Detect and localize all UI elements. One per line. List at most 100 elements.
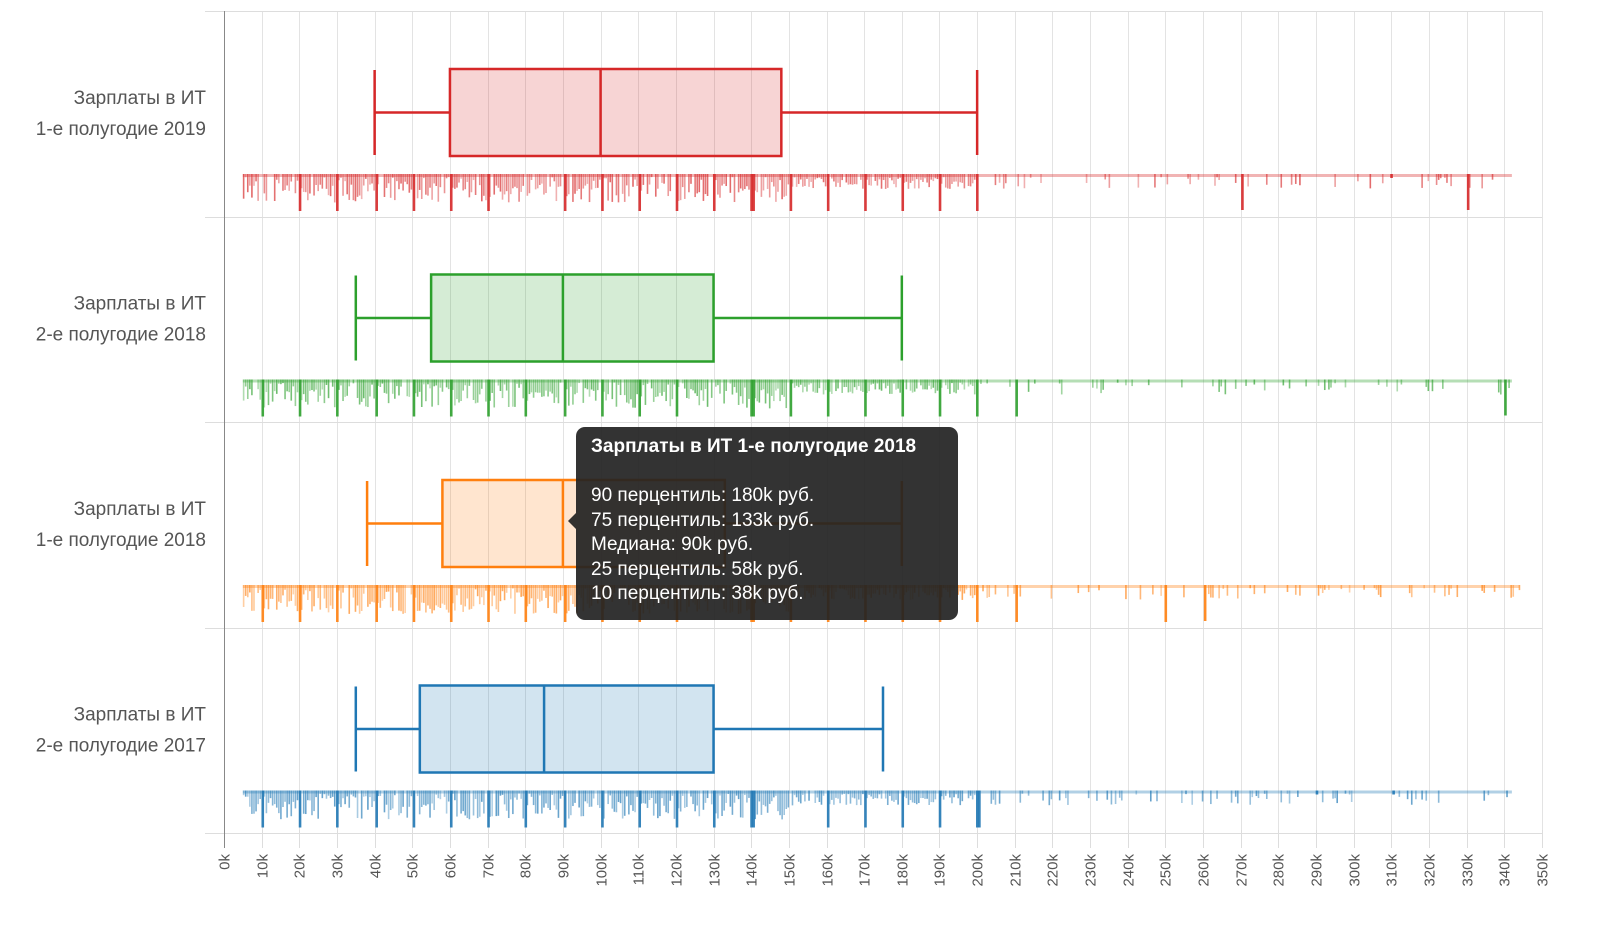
rug-mark: [296, 379, 299, 393]
rug-mark: [524, 379, 528, 417]
rug-mark: [572, 174, 574, 202]
rug-mark: [1027, 379, 1030, 392]
rug-mark: [723, 790, 725, 811]
rug-mark: [286, 379, 288, 392]
rug-mark: [1450, 174, 1452, 187]
rug-mark: [495, 585, 498, 610]
rug-mark: [926, 790, 928, 799]
rug-mark: [555, 174, 558, 202]
rug-mark: [1065, 790, 1067, 799]
rug-mark: [574, 790, 576, 803]
rug-mark: [427, 790, 429, 805]
rug-mark: [588, 174, 591, 203]
rug-mark: [905, 790, 908, 799]
rug-mark: [1002, 174, 1005, 189]
rug-mark: [667, 379, 670, 385]
rug-mark: [1181, 379, 1183, 388]
rug-mark: [1444, 585, 1446, 597]
rug-mark: [847, 174, 850, 185]
rug-mark: [271, 585, 274, 599]
rug-mark: [545, 585, 547, 598]
rug-mark: [317, 174, 319, 192]
rug-mark: [454, 790, 456, 801]
rug-mark: [976, 379, 979, 417]
rug-mark: [1058, 790, 1061, 801]
rug-mark: [1257, 790, 1260, 799]
rug-mark: [1255, 790, 1258, 797]
rug-mark: [282, 790, 284, 808]
rug-mark: [572, 585, 574, 605]
rug-mark: [541, 379, 543, 397]
rug-mark: [1234, 790, 1237, 797]
rug-mark: [454, 585, 456, 611]
rug-strip: [242, 790, 1512, 828]
rug-mark: [429, 585, 431, 609]
rug-mark: [994, 585, 997, 595]
rug-mark: [1305, 379, 1307, 387]
rug-mark: [694, 790, 696, 812]
rug-mark: [1348, 585, 1351, 593]
rug-mark: [1019, 585, 1022, 597]
rug-mark: [1218, 174, 1220, 180]
rug-mark: [760, 379, 763, 391]
rug-mark: [818, 790, 821, 802]
rug-mark: [1328, 379, 1330, 390]
rug-mark: [1013, 585, 1015, 594]
rug-mark: [824, 174, 827, 187]
rug-mark: [652, 790, 655, 816]
rug-mark: [874, 379, 877, 390]
rug-mark: [880, 379, 883, 391]
rug-mark: [897, 790, 899, 805]
rug-mark: [539, 585, 541, 602]
rug-mark: [623, 174, 626, 202]
rug-mark: [1348, 790, 1351, 795]
series-group-0: Зарплаты в ИТ 1-е полугодие 2019: [36, 67, 1512, 211]
rug-mark: [278, 174, 280, 184]
rug-mark: [833, 790, 835, 805]
rug-mark: [375, 790, 378, 828]
rug-mark: [354, 585, 357, 612]
rug-mark: [348, 379, 351, 387]
rug-mark: [327, 379, 330, 399]
rug-mark: [319, 174, 322, 185]
rug-mark: [1286, 585, 1289, 592]
rug-mark: [265, 790, 268, 814]
rug-mark: [601, 174, 604, 211]
rug-mark: [394, 379, 396, 399]
rug-mark: [257, 585, 259, 593]
rug-mark: [845, 790, 848, 805]
rug-mark: [700, 174, 703, 180]
rug-mark: [646, 174, 649, 194]
rug-mark: [940, 379, 943, 388]
rug-mark: [584, 790, 587, 802]
rug-mark: [547, 585, 549, 609]
rug-mark: [433, 790, 435, 811]
rug-mark: [837, 379, 839, 389]
rug-mark: [588, 790, 591, 807]
x-tick-label: 290k: [1309, 854, 1326, 887]
rug-mark: [746, 379, 748, 408]
rug-mark: [406, 790, 409, 818]
rug-mark: [1050, 790, 1053, 800]
rug-mark: [1050, 585, 1053, 599]
rug-mark: [437, 379, 440, 406]
rug-mark: [868, 174, 870, 186]
rug-mark: [725, 790, 728, 803]
rug-mark: [418, 174, 421, 190]
rug-mark: [418, 790, 421, 815]
rug-mark: [290, 585, 293, 601]
rug-mark: [286, 174, 288, 186]
x-tick-label: 220k: [1045, 854, 1062, 887]
rug-mark: [893, 174, 895, 185]
rug-mark: [526, 790, 529, 806]
rug-mark: [971, 379, 974, 386]
rug-mark: [522, 379, 525, 399]
rug-mark: [853, 379, 856, 388]
rug-mark: [356, 790, 359, 819]
rug-mark: [913, 790, 916, 804]
rug-mark: [549, 174, 551, 187]
rug-mark: [625, 174, 628, 186]
rug-mark: [512, 585, 514, 589]
rug-mark: [255, 790, 257, 812]
rug-mark: [443, 174, 446, 194]
